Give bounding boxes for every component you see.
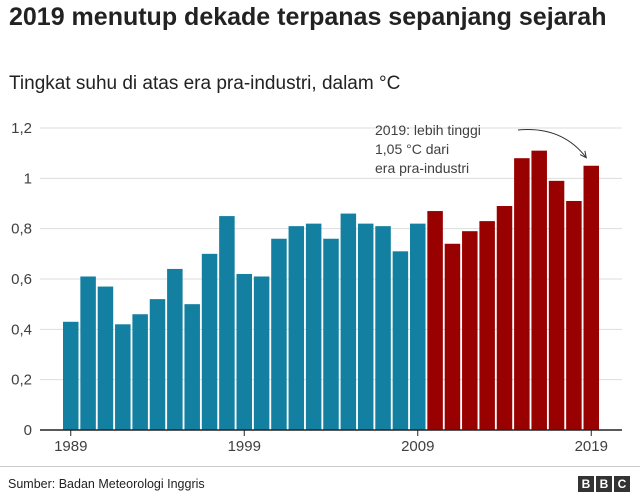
bar-2013 (479, 221, 495, 430)
bar-2007 (375, 226, 391, 430)
bar-1999 (236, 273, 252, 430)
bar-2012 (462, 231, 478, 430)
logo-letter: B (596, 476, 612, 492)
bar-2005 (340, 213, 357, 430)
annotation-text: era pra-industri (375, 160, 469, 176)
annotation-text: 1,05 °C dari (375, 141, 449, 157)
bar-1990 (80, 276, 96, 430)
bar-2002 (288, 226, 305, 430)
bar-1991 (97, 286, 114, 430)
footer-divider (0, 466, 640, 467)
bar-2016 (531, 150, 547, 430)
annotation: 2019: lebih tinggi 1,05 °C dari era pra-in… (375, 122, 587, 176)
bar-2000 (253, 276, 270, 430)
bars (63, 150, 599, 430)
bbc-logo: B B C (578, 476, 630, 492)
bar-2008 (392, 251, 409, 430)
x-tick-label: 2019 (575, 438, 608, 455)
bar-chart: 0 0,2 0,4 0,6 0,8 1 1,2 1989 1999 2009 2019 2019:… (11, 120, 622, 455)
bar-2019 (583, 165, 599, 430)
bar-2006 (357, 223, 374, 430)
x-tick-label: 1999 (228, 438, 261, 455)
y-tick-label: 1 (24, 170, 32, 187)
source-note: Sumber: Badan Meteorologi Inggris (8, 477, 205, 491)
bar-2003 (305, 223, 322, 430)
bar-2018 (566, 200, 582, 430)
y-tick-label: 1,2 (11, 120, 32, 137)
y-tick-label: 0,2 (11, 372, 32, 389)
bar-2009 (410, 223, 426, 430)
chart-title: 2019 menutup dekade terpanas sepanjang s… (9, 3, 607, 31)
bar-1996 (184, 304, 200, 430)
annotation-arrow (517, 129, 587, 159)
y-tick-label: 0 (24, 422, 32, 439)
bar-1995 (167, 268, 183, 430)
bar-2014 (496, 206, 513, 430)
y-tick-label: 0,4 (11, 321, 32, 338)
annotation-arrowhead (579, 150, 587, 159)
bar-1993 (132, 314, 148, 430)
bar-2011 (444, 243, 461, 430)
bar-1998 (219, 216, 235, 430)
bar-1997 (201, 253, 218, 430)
annotation-text: 2019: lebih tinggi (375, 122, 481, 138)
bar-2004 (323, 238, 339, 430)
bar-1994 (149, 299, 166, 430)
x-tick-label: 1989 (54, 438, 87, 455)
bar-2015 (514, 158, 530, 430)
y-tick-label: 0,6 (11, 271, 32, 288)
y-axis-labels: 0 0,2 0,4 0,6 0,8 1 1,2 (11, 120, 32, 439)
bar-1992 (115, 324, 131, 430)
x-axis: 1989 1999 2009 2019 (40, 429, 622, 455)
x-tick-label: 2009 (401, 438, 434, 455)
bar-2001 (271, 238, 287, 430)
bar-2017 (548, 180, 565, 430)
bar-1989 (63, 321, 79, 430)
logo-letter: B (578, 476, 594, 492)
y-tick-label: 0,8 (11, 221, 32, 238)
chart-subtitle: Tingkat suhu di atas era pra-industri, d… (9, 73, 401, 94)
logo-letter: C (614, 476, 630, 492)
bar-2010 (427, 211, 443, 430)
